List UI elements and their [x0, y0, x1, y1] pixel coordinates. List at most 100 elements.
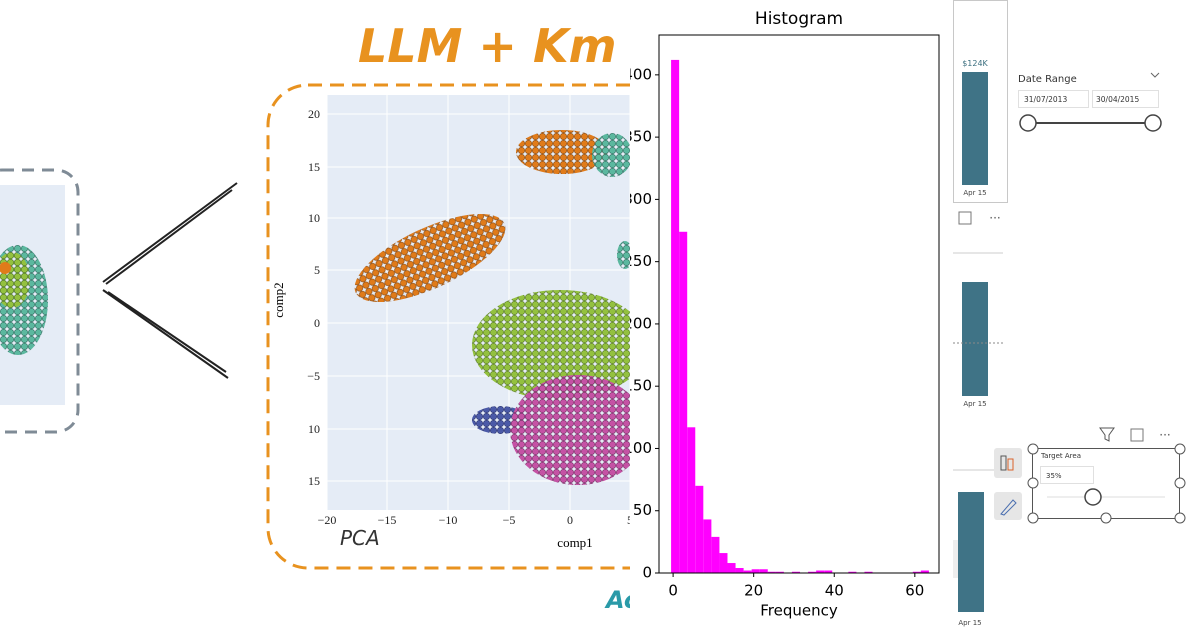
focus-icon[interactable] [958, 211, 972, 225]
y-tick-label: 50 [633, 501, 652, 519]
card-value: $124K [962, 59, 988, 68]
bar [808, 571, 817, 573]
x-tick-label: 40 [825, 582, 844, 600]
chevron[interactable] [1150, 72, 1160, 78]
more-icon[interactable]: ··· [1159, 428, 1170, 442]
bar [751, 569, 760, 573]
slider-handle[interactable] [1144, 114, 1162, 132]
shape [592, 133, 630, 177]
y-tick-label: 5 [314, 263, 320, 277]
column [962, 282, 988, 396]
banner-title: LLM + Km [358, 19, 617, 73]
bar [920, 570, 929, 573]
bar [775, 571, 784, 573]
y-tick-label: 15 [308, 474, 320, 488]
x-tick-label: −10 [439, 513, 458, 527]
y-tick-label: 10 [308, 422, 320, 436]
format-icon [1000, 499, 1017, 516]
bar [687, 427, 696, 573]
llm-kmeans-figure: LLM + Km 20 15 10 5 0 −5 10 15 −20 −15 −10 −5 0 5 com… [0, 19, 630, 614]
dashboard: $124K Apr 15 ··· Date Range 31/07/2013 3… [953, 0, 1186, 627]
date-box[interactable] [1092, 90, 1159, 108]
chart-title: Histogram [755, 9, 843, 29]
visual-icon [1007, 458, 1014, 471]
y-tick-label: 10 [308, 211, 320, 225]
caption: PCA [340, 526, 380, 550]
shape [1027, 443, 1039, 455]
slider-handle[interactable] [1084, 488, 1102, 506]
target-value: 35% [1046, 472, 1062, 480]
date-end: 30/04/2015 [1096, 95, 1139, 104]
column [958, 492, 984, 612]
shape [617, 241, 630, 269]
x-tick-label: 20 [744, 582, 763, 600]
bar-label: Apr 15 [958, 619, 981, 627]
y-tick-label: 100 [630, 439, 652, 457]
x-tick-label: −20 [318, 513, 337, 527]
x-tick-label: 60 [905, 582, 924, 600]
y-tick-label: 200 [630, 314, 652, 332]
shape [1100, 512, 1112, 524]
filter-icon[interactable] [1099, 427, 1115, 442]
shape [107, 291, 227, 373]
plot-frame [658, 34, 940, 574]
slicer-title: Date Range [1018, 74, 1077, 85]
clusters [354, 130, 630, 485]
shape [1174, 443, 1186, 455]
slicer-title: Target Area [1040, 452, 1081, 460]
bar-label: Apr 15 [963, 400, 986, 408]
x-tick-label: −15 [378, 513, 397, 527]
bar [824, 570, 833, 573]
x-tick-label: 5 [627, 513, 630, 527]
shape [105, 189, 233, 285]
slider-handle[interactable] [1019, 114, 1037, 132]
shape [102, 289, 229, 379]
more-icon[interactable]: ··· [989, 211, 1000, 225]
bar [719, 553, 728, 573]
shape [1174, 512, 1186, 524]
date-start: 31/07/2013 [1024, 95, 1067, 104]
column [962, 72, 988, 185]
dashed-frame [266, 83, 630, 570]
visual-icon [1000, 455, 1007, 471]
shape [1027, 512, 1039, 524]
bar [767, 571, 776, 573]
y-tick-label: 150 [630, 377, 652, 395]
bar [848, 571, 857, 573]
y-tick-label: 0 [642, 564, 652, 582]
bar [679, 231, 688, 573]
x-axis-title: Frequency [760, 602, 838, 620]
shape [1174, 477, 1186, 489]
bar [727, 563, 736, 573]
y-tick-label: 300 [630, 190, 652, 208]
bar [711, 536, 720, 573]
focus-icon[interactable] [1130, 428, 1144, 442]
y-tick-label: 20 [308, 107, 320, 121]
resize-handles[interactable] [1027, 443, 1186, 524]
y-tick-label: 350 [630, 128, 652, 146]
pca-axes: 20 15 10 5 0 −5 10 15 −20 −15 −10 −5 0 5 [307, 107, 630, 527]
value-box[interactable] [1040, 466, 1094, 484]
y-tick-label: 250 [630, 252, 652, 270]
y-tick-label: 400 [630, 65, 652, 83]
bar [759, 569, 768, 573]
y-tick-label: −5 [307, 369, 320, 383]
bar-label: Apr 15 [963, 189, 986, 197]
shape [1027, 477, 1039, 489]
bar [743, 570, 752, 573]
y-axis-label: comp2 [271, 282, 286, 317]
x-tick-label: −5 [503, 513, 516, 527]
shape [354, 213, 506, 303]
footer-text: Ac [604, 586, 630, 614]
bar [816, 570, 825, 573]
shape [102, 182, 238, 283]
histogram: Histogram Frequency 0 50 100 150 200 250 300 35… [630, 0, 953, 630]
shape [472, 290, 630, 400]
shape [510, 375, 630, 485]
bar [735, 568, 744, 573]
bar [671, 59, 680, 573]
date-box[interactable] [1018, 90, 1089, 108]
bar [864, 571, 873, 573]
y-tick-label: 0 [314, 316, 320, 330]
